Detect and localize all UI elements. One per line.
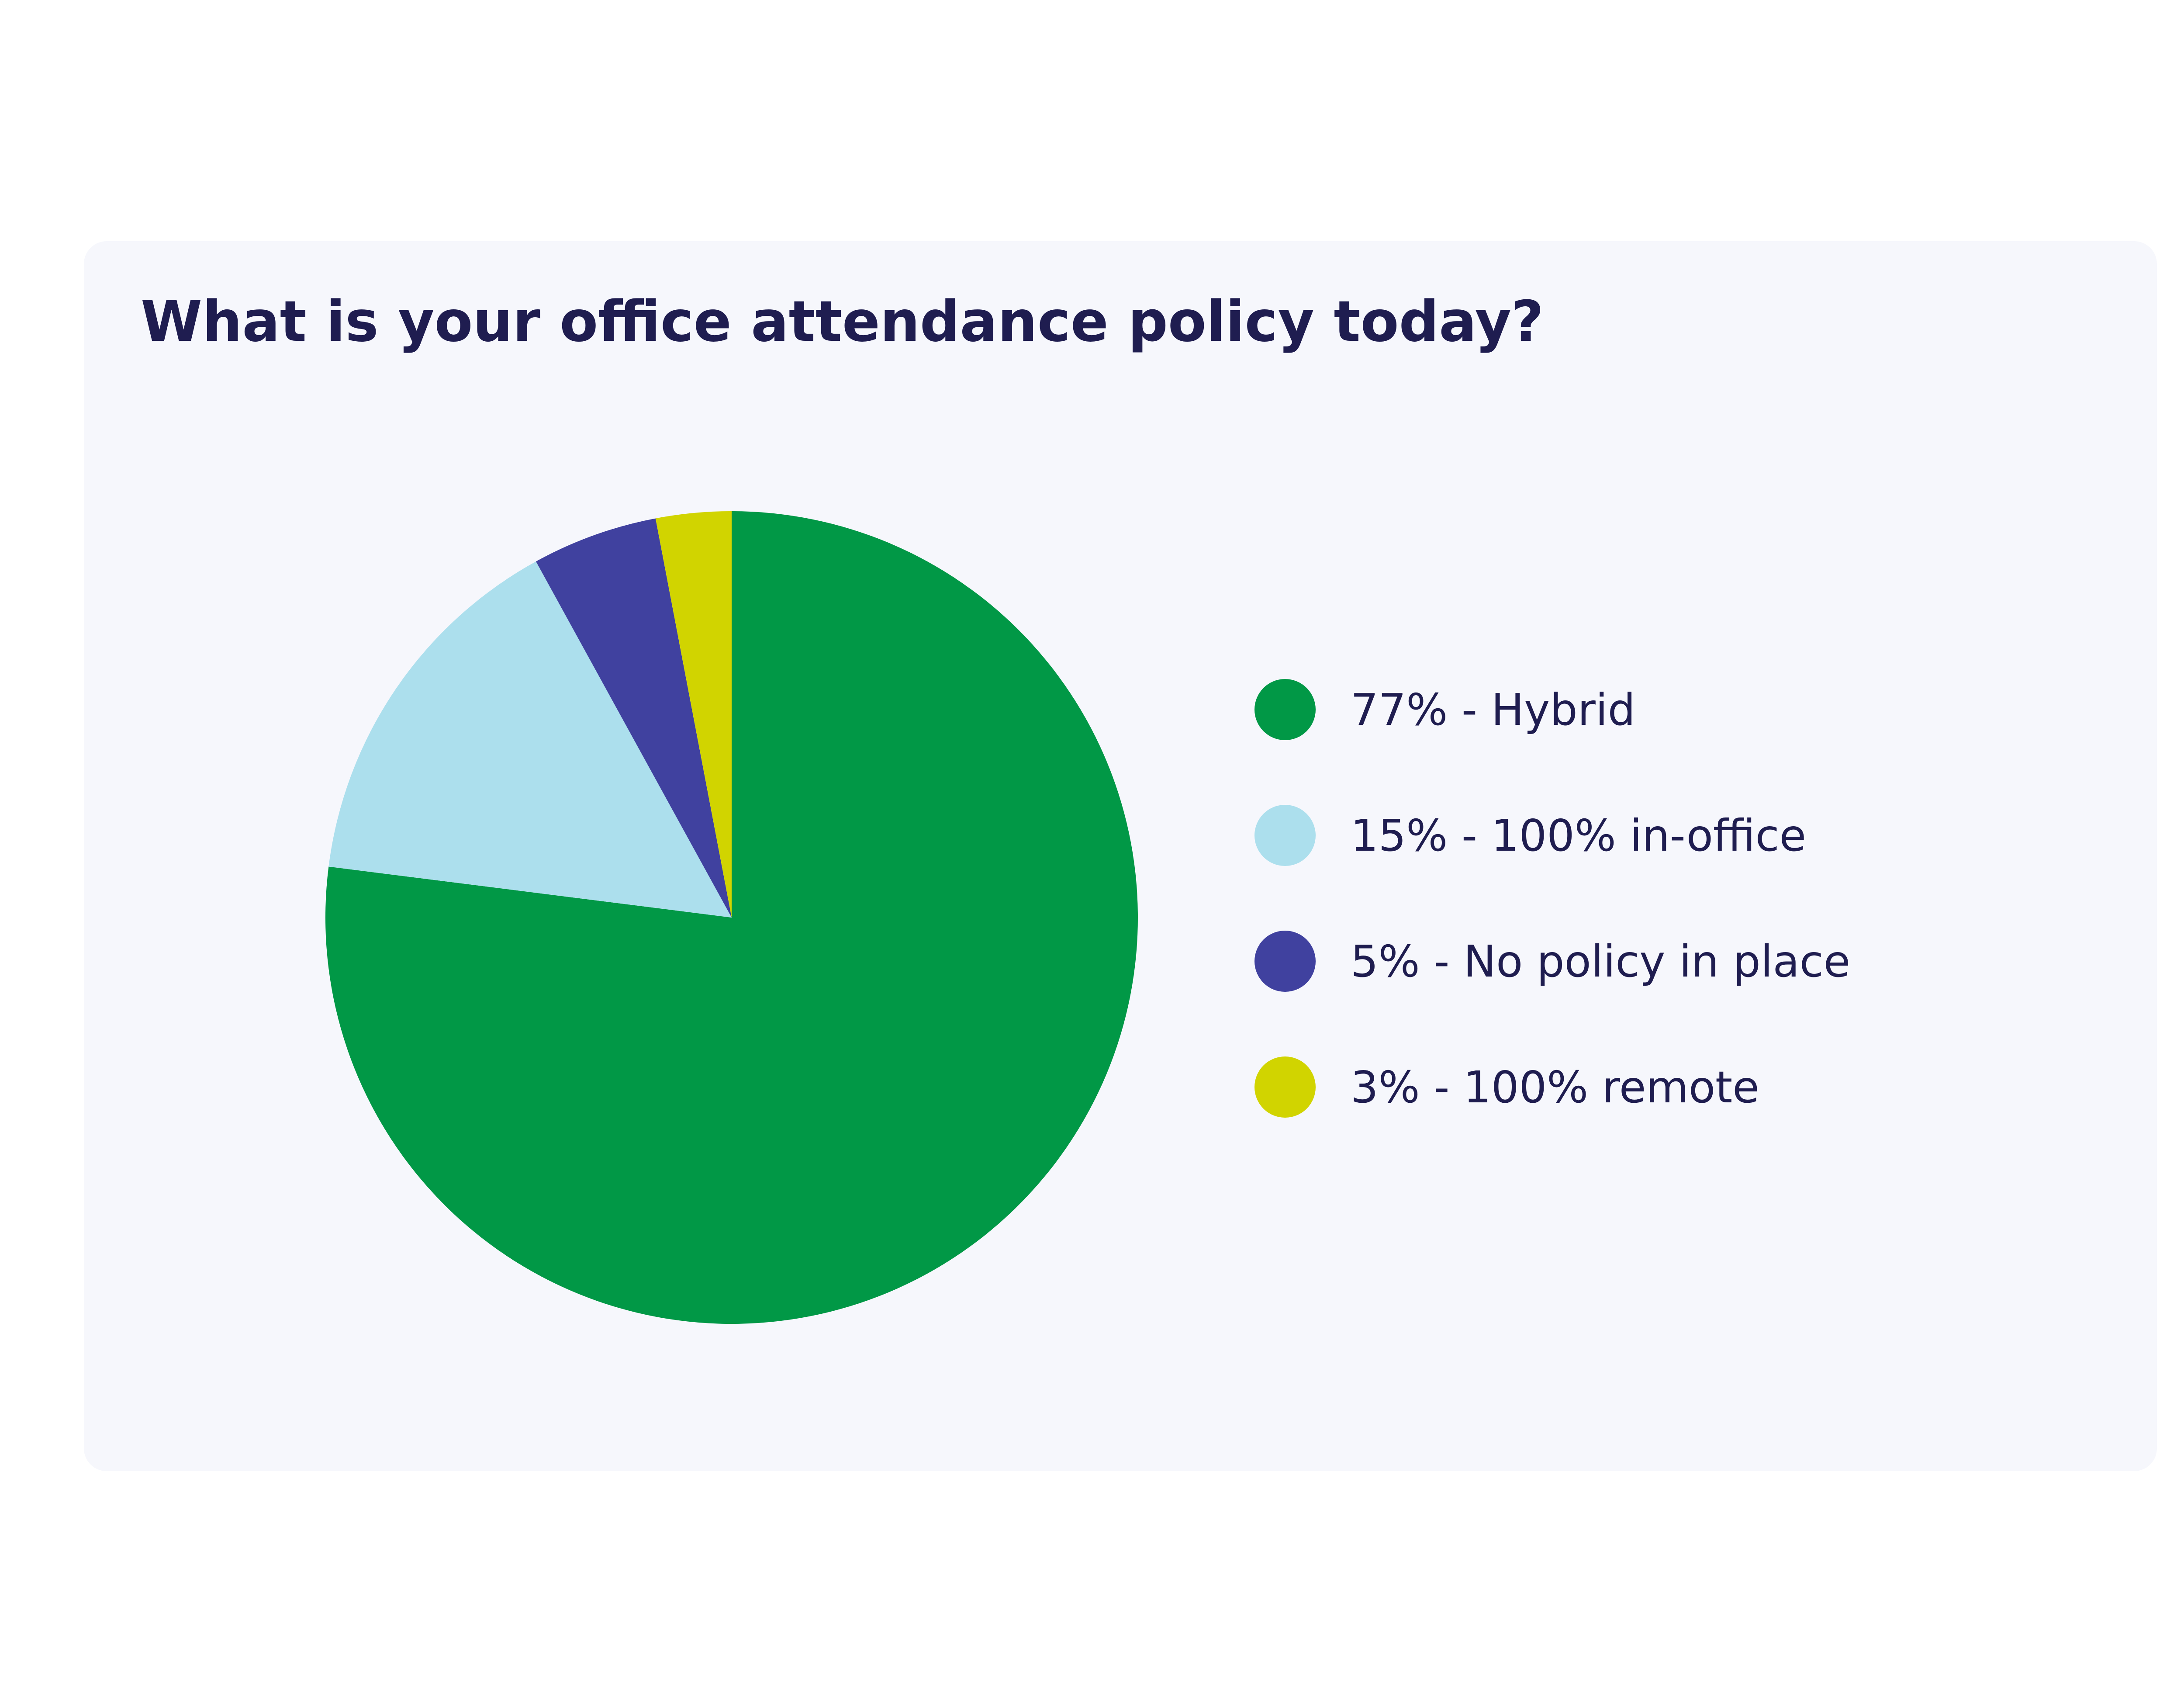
legend-label-no-policy: 5% - No policy in place — [1351, 935, 1851, 987]
legend-label-in-office: 15% - 100% in-office — [1351, 810, 1807, 861]
legend-label-remote: 3% - 100% remote — [1351, 1061, 1759, 1113]
legend-swatch-in-office — [1254, 805, 1316, 866]
legend-item-no-policy: 5% - No policy in place — [1254, 930, 1850, 993]
chart-title: What is your office attendance policy to… — [141, 289, 1544, 354]
legend-swatch-remote — [1254, 1056, 1316, 1118]
legend-item-hybrid: 77% - Hybrid — [1254, 678, 1850, 741]
pie-slice-no-policy — [536, 518, 732, 918]
legend-label-hybrid: 77% - Hybrid — [1351, 684, 1636, 735]
legend-swatch-no-policy — [1254, 931, 1316, 992]
chart-card: What is your office attendance policy to… — [84, 241, 2157, 1471]
legend-swatch-hybrid — [1254, 679, 1316, 740]
legend: 77% - Hybrid 15% - 100% in-office 5% - N… — [1254, 678, 1850, 1181]
pie-slice-in-office — [328, 561, 732, 918]
pie-slice-remote — [655, 511, 732, 918]
legend-item-remote: 3% - 100% remote — [1254, 1056, 1850, 1119]
pie-slice-hybrid — [325, 511, 1138, 1324]
legend-item-in-office: 15% - 100% in-office — [1254, 804, 1850, 867]
pie-chart — [325, 511, 1138, 1324]
